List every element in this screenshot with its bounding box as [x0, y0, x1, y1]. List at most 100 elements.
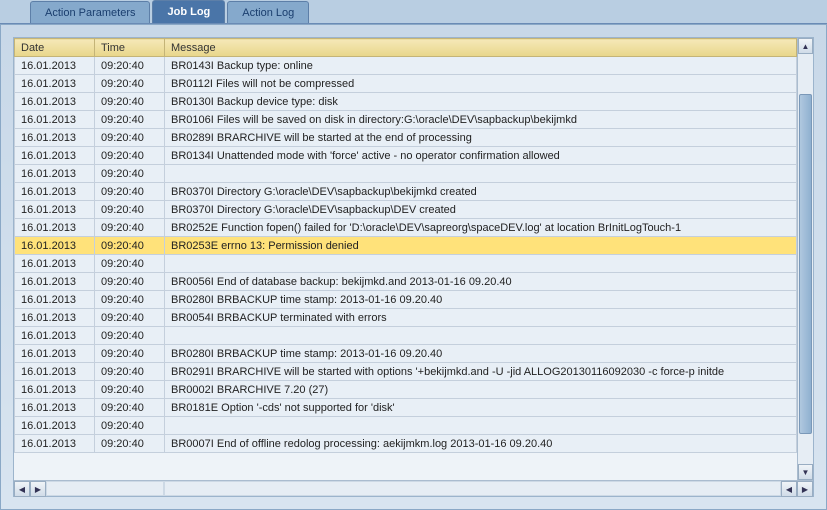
table-row[interactable]: 16.01.201309:20:40BR0106I Files will be …	[15, 111, 797, 129]
table-row[interactable]: 16.01.201309:20:40BR0370I Directory G:\o…	[15, 201, 797, 219]
scroll-down-button[interactable]: ▼	[798, 464, 813, 480]
cell-time: 09:20:40	[95, 435, 165, 453]
cell-message: BR0289I BRARCHIVE will be started at the…	[165, 129, 797, 147]
horizontal-scrollbar[interactable]: ◀ ▶ ◀ ▶	[14, 480, 813, 496]
cell-date: 16.01.2013	[15, 345, 95, 363]
cell-time: 09:20:40	[95, 183, 165, 201]
cell-date: 16.01.2013	[15, 435, 95, 453]
cell-message: BR0370I Directory G:\oracle\DEV\sapbacku…	[165, 201, 797, 219]
cell-time: 09:20:40	[95, 93, 165, 111]
hscroll-track-mid[interactable]	[164, 481, 781, 496]
cell-date: 16.01.2013	[15, 255, 95, 273]
cell-date: 16.01.2013	[15, 219, 95, 237]
tab-action-parameters[interactable]: Action Parameters	[30, 1, 150, 23]
panel: Date Time Message 16.01.201309:20:40BR01…	[0, 24, 827, 510]
cell-message: BR0280I BRBACKUP time stamp: 2013-01-16 …	[165, 291, 797, 309]
log-grid: Date Time Message 16.01.201309:20:40BR01…	[13, 37, 814, 497]
cell-time: 09:20:40	[95, 327, 165, 345]
table-row[interactable]: 16.01.201309:20:40	[15, 165, 797, 183]
cell-time: 09:20:40	[95, 345, 165, 363]
cell-time: 09:20:40	[95, 417, 165, 435]
scroll-track[interactable]	[798, 54, 813, 464]
table-row[interactable]: 16.01.201309:20:40BR0291I BRARCHIVE will…	[15, 363, 797, 381]
cell-date: 16.01.2013	[15, 381, 95, 399]
cell-message	[165, 255, 797, 273]
cell-time: 09:20:40	[95, 237, 165, 255]
cell-message: BR0134I Unattended mode with 'force' act…	[165, 147, 797, 165]
cell-message: BR0253E errno 13: Permission denied	[165, 237, 797, 255]
cell-message: BR0252E Function fopen() failed for 'D:\…	[165, 219, 797, 237]
cell-message: BR0056I End of database backup: bekijmkd…	[165, 273, 797, 291]
cell-date: 16.01.2013	[15, 201, 95, 219]
cell-time: 09:20:40	[95, 111, 165, 129]
cell-time: 09:20:40	[95, 219, 165, 237]
cell-time: 09:20:40	[95, 399, 165, 417]
cell-date: 16.01.2013	[15, 165, 95, 183]
cell-message: BR0112I Files will not be compressed	[165, 75, 797, 93]
cell-message: BR0181E Option '-cds' not supported for …	[165, 399, 797, 417]
cell-time: 09:20:40	[95, 57, 165, 75]
cell-date: 16.01.2013	[15, 183, 95, 201]
hscroll-track-left[interactable]	[46, 481, 164, 496]
table-row[interactable]: 16.01.201309:20:40BR0002I BRARCHIVE 7.20…	[15, 381, 797, 399]
table-row[interactable]: 16.01.201309:20:40BR0007I End of offline…	[15, 435, 797, 453]
cell-date: 16.01.2013	[15, 93, 95, 111]
hscroll-right2-button[interactable]: ▶	[797, 481, 813, 497]
table-row[interactable]: 16.01.201309:20:40BR0143I Backup type: o…	[15, 57, 797, 75]
scroll-thumb[interactable]	[799, 94, 812, 434]
table-row[interactable]: 16.01.201309:20:40BR0054I BRBACKUP termi…	[15, 309, 797, 327]
hscroll-left-button[interactable]: ◀	[14, 481, 30, 497]
col-header-time[interactable]: Time	[95, 39, 165, 57]
table-row[interactable]: 16.01.201309:20:40BR0280I BRBACKUP time …	[15, 291, 797, 309]
cell-date: 16.01.2013	[15, 147, 95, 165]
cell-date: 16.01.2013	[15, 75, 95, 93]
cell-message: BR0291I BRARCHIVE will be started with o…	[165, 363, 797, 381]
table-row[interactable]: 16.01.201309:20:40BR0253E errno 13: Perm…	[15, 237, 797, 255]
cell-date: 16.01.2013	[15, 273, 95, 291]
scroll-up-button[interactable]: ▲	[798, 38, 813, 54]
table-row[interactable]: 16.01.201309:20:40	[15, 417, 797, 435]
tabstrip: Action Parameters Job Log Action Log	[0, 0, 827, 24]
cell-time: 09:20:40	[95, 129, 165, 147]
cell-time: 09:20:40	[95, 75, 165, 93]
table-row[interactable]: 16.01.201309:20:40	[15, 327, 797, 345]
col-header-date[interactable]: Date	[15, 39, 95, 57]
table-row[interactable]: 16.01.201309:20:40BR0252E Function fopen…	[15, 219, 797, 237]
cell-message: BR0280I BRBACKUP time stamp: 2013-01-16 …	[165, 345, 797, 363]
table-row[interactable]: 16.01.201309:20:40BR0056I End of databas…	[15, 273, 797, 291]
cell-date: 16.01.2013	[15, 57, 95, 75]
table-row[interactable]: 16.01.201309:20:40BR0181E Option '-cds' …	[15, 399, 797, 417]
cell-message: BR0002I BRARCHIVE 7.20 (27)	[165, 381, 797, 399]
table-row[interactable]: 16.01.201309:20:40BR0289I BRARCHIVE will…	[15, 129, 797, 147]
cell-date: 16.01.2013	[15, 327, 95, 345]
hscroll-left2-button[interactable]: ◀	[781, 481, 797, 497]
table-row[interactable]: 16.01.201309:20:40BR0280I BRBACKUP time …	[15, 345, 797, 363]
tab-action-log[interactable]: Action Log	[227, 1, 309, 23]
cell-date: 16.01.2013	[15, 237, 95, 255]
cell-time: 09:20:40	[95, 273, 165, 291]
table-row[interactable]: 16.01.201309:20:40	[15, 255, 797, 273]
cell-time: 09:20:40	[95, 201, 165, 219]
table-row[interactable]: 16.01.201309:20:40BR0130I Backup device …	[15, 93, 797, 111]
tab-job-log[interactable]: Job Log	[152, 0, 225, 23]
cell-date: 16.01.2013	[15, 363, 95, 381]
cell-time: 09:20:40	[95, 309, 165, 327]
header-row: Date Time Message	[15, 39, 797, 57]
cell-message	[165, 327, 797, 345]
col-header-message[interactable]: Message	[165, 39, 797, 57]
table-row[interactable]: 16.01.201309:20:40BR0370I Directory G:\o…	[15, 183, 797, 201]
cell-time: 09:20:40	[95, 363, 165, 381]
cell-message	[165, 165, 797, 183]
cell-message: BR0370I Directory G:\oracle\DEV\sapbacku…	[165, 183, 797, 201]
cell-message: BR0106I Files will be saved on disk in d…	[165, 111, 797, 129]
vertical-scrollbar[interactable]: ▲ ▼	[797, 38, 813, 480]
cell-date: 16.01.2013	[15, 309, 95, 327]
hscroll-right-button[interactable]: ▶	[30, 481, 46, 497]
cell-message: BR0130I Backup device type: disk	[165, 93, 797, 111]
cell-message	[165, 417, 797, 435]
cell-message: BR0007I End of offline redolog processin…	[165, 435, 797, 453]
table-row[interactable]: 16.01.201309:20:40BR0112I Files will not…	[15, 75, 797, 93]
table-row[interactable]: 16.01.201309:20:40BR0134I Unattended mod…	[15, 147, 797, 165]
cell-date: 16.01.2013	[15, 399, 95, 417]
cell-message: BR0054I BRBACKUP terminated with errors	[165, 309, 797, 327]
